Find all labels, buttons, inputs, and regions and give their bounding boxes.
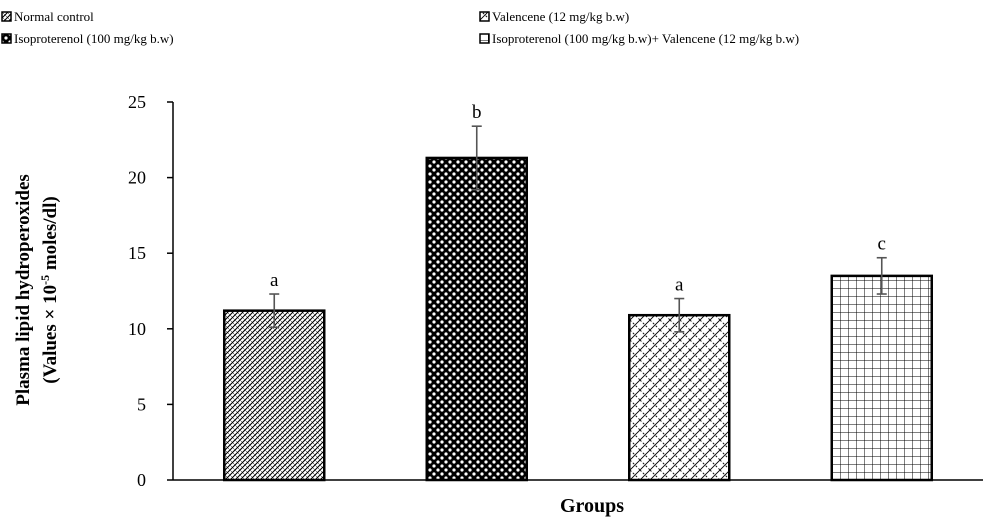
- y-axis-label-line2: (Values × 10-5 moles/dl): [38, 196, 61, 383]
- error-bar: [269, 293, 280, 329]
- y-axis-label-line1: Plasma lipid hydroperoxides: [13, 174, 34, 406]
- error-bar: [674, 297, 685, 333]
- significance-letter: a: [675, 275, 684, 296]
- error-bar: [471, 125, 482, 191]
- legend-label-isoproterenol: Isoproterenol (100 mg/kg b.w): [14, 31, 174, 46]
- y-ticks: 0 5 10 15 20 25: [128, 92, 173, 490]
- bar: [223, 309, 326, 482]
- bar: [830, 274, 933, 482]
- bar: [425, 156, 528, 482]
- y-tick-label: 10: [128, 319, 146, 339]
- y-tick-label: 0: [137, 470, 146, 490]
- bars: a b a c: [223, 102, 933, 482]
- legend-swatch-isoproterenol: [1, 33, 12, 44]
- y-tick-label: 25: [128, 92, 146, 112]
- significance-letter: b: [472, 102, 482, 123]
- x-axis-label: Groups: [560, 495, 624, 517]
- legend-swatch-normal-control: [1, 11, 12, 22]
- y-tick-label: 20: [128, 168, 146, 188]
- bar: [628, 313, 731, 482]
- legend: Normal control Isoproterenol (100 mg/kg …: [1, 9, 799, 46]
- legend-item-isoproterenol: Isoproterenol (100 mg/kg b.w): [1, 31, 174, 46]
- legend-item-isoproterenol-valencene: Isoproterenol (100 mg/kg b.w)+ Valencene…: [479, 31, 799, 46]
- legend-label-valencene: Valencene (12 mg/kg b.w): [492, 9, 629, 24]
- legend-label-normal-control: Normal control: [14, 9, 94, 24]
- legend-item-valencene: Valencene (12 mg/kg b.w): [479, 9, 629, 24]
- legend-swatch-isoproterenol-valencene: [479, 33, 490, 44]
- significance-letter: c: [878, 234, 886, 255]
- legend-label-isoproterenol-valencene: Isoproterenol (100 mg/kg b.w)+ Valencene…: [492, 31, 799, 46]
- y-tick-label: 15: [128, 243, 146, 263]
- legend-swatch-valencene: [479, 11, 490, 22]
- error-bar: [876, 256, 887, 295]
- y-tick-label: 5: [137, 394, 146, 414]
- significance-letter: a: [270, 270, 279, 291]
- legend-item-normal-control: Normal control: [1, 9, 94, 24]
